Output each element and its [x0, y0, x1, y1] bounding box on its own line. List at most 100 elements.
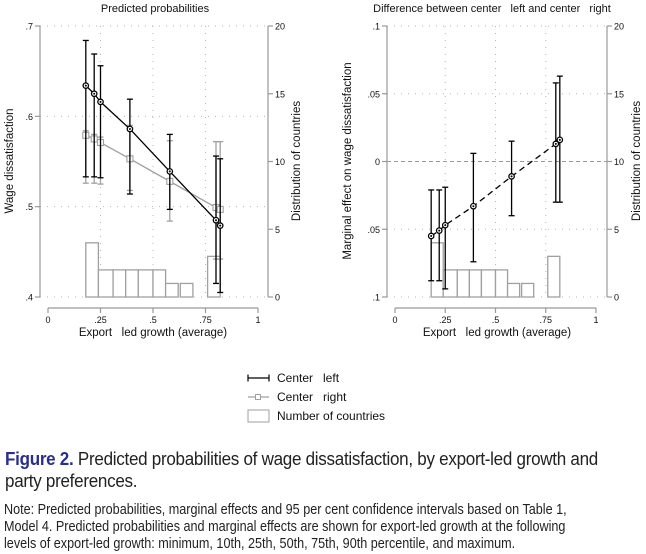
histogram-bar [430, 242, 444, 298]
x-tick-label: .5 [149, 315, 157, 325]
data-point-center [438, 229, 441, 232]
histogram-bar [85, 242, 100, 298]
left-gridlines [40, 25, 268, 298]
x-tick-label: 1 [255, 315, 260, 325]
right-gridlines [387, 25, 607, 298]
note-line3: levels of export-led growth: minimum, 10… [4, 536, 516, 552]
y2-tick-label: 20 [275, 22, 285, 32]
x-tick-label: .75 [199, 315, 212, 325]
left-y-axis: .4 .5 .6 .7 [25, 22, 41, 303]
data-point-center [554, 142, 557, 145]
series-line [85, 134, 221, 210]
caption-text-line1: Predicted probabilities of wage dissatis… [73, 448, 598, 469]
histogram-bar [506, 282, 521, 298]
legend-item-number-of-countries: Number of countries [247, 409, 385, 423]
x-tick-label: 0 [45, 315, 50, 325]
figure-number: Figure 2. [5, 448, 74, 469]
right-panel-x-axis: 0 .25 .5 .75 1 [392, 307, 599, 325]
figure-note: Note: Predicted probabilities, marginal … [4, 502, 613, 553]
left-histogram [85, 242, 221, 298]
y2-tick-label: 5 [275, 225, 280, 235]
histogram-bar [480, 269, 497, 298]
data-point-center [215, 219, 217, 222]
series-line [85, 85, 221, 227]
data-point-center [93, 92, 96, 95]
legend-label: Center left [277, 371, 340, 385]
histogram-bar [547, 255, 561, 298]
legend-item-center-left: Center left [247, 371, 340, 385]
right-panel-y-axis: .1 .05 0 .05 .1 [367, 22, 388, 303]
data-point-center [128, 127, 131, 130]
histogram-bar [468, 269, 483, 298]
histogram-bar [97, 269, 114, 298]
y2-tick-label: 15 [614, 89, 624, 99]
data-point-center [510, 175, 513, 178]
y-tick-label: .4 [25, 293, 33, 303]
data-point-center [444, 224, 447, 227]
figure-caption: Figure 2. Predicted probabilities of wag… [5, 448, 603, 492]
y2-tick-label: 0 [275, 293, 280, 303]
legend-label: Number of countries [277, 409, 385, 423]
data-point-center [430, 235, 433, 238]
y-tick-label: .05 [367, 89, 380, 99]
figure-panels: Predicted probabilities .4.5.6.7 0510152… [4, 3, 643, 423]
caption-text-line2: party preferences. [5, 470, 138, 491]
right-panel-y2-axis: 0 5 10 15 20 [606, 22, 624, 303]
x-tick-label: .25 [439, 315, 452, 325]
y-tick-label: 0 [375, 157, 380, 167]
note-line1: Note: Predicted probabilities, marginal … [4, 502, 567, 518]
series-center-left [82, 39, 224, 294]
x-tick-label: 1 [593, 315, 598, 325]
data-point-center [558, 138, 561, 141]
y2-tick-label: 10 [614, 157, 624, 167]
panel-right-title: Difference between center left and cente… [373, 3, 611, 15]
x-tick-label: 0 [392, 315, 397, 325]
histogram-bar [152, 269, 167, 298]
histogram-bar [164, 282, 179, 298]
y-tick-label: .7 [25, 22, 33, 32]
y-tick-label: .1 [372, 22, 380, 32]
left-x-axis-label: Export led growth (average) [79, 327, 227, 339]
right-histogram [430, 242, 561, 298]
y2-tick-label: 15 [275, 89, 285, 99]
x-tick-label: .25 [94, 315, 107, 325]
y-tick-label: .5 [25, 202, 33, 212]
histogram-bar [112, 269, 127, 298]
panel-left-title: Predicted probabilities [101, 3, 210, 15]
note-line2: Model 4. Predicted probabilities and mar… [4, 519, 566, 535]
legend: Center left Center right Number of count… [247, 371, 385, 423]
right-y2-axis-label: Distribution of countries [631, 101, 643, 221]
histogram-bar [456, 269, 471, 298]
y2-tick-label: 10 [275, 157, 285, 167]
data-point-center [472, 205, 475, 208]
data-point-center [168, 170, 171, 173]
histogram-bar [125, 269, 139, 298]
series-difference [427, 75, 564, 290]
left-y2-axis-label: Distribution of countries [291, 101, 303, 221]
left-y-axis-label: Wage dissatisfaction [4, 108, 16, 213]
panel-predicted-probabilities: Predicted probabilities .4.5.6.7 0510152… [4, 3, 303, 339]
y2-tick-label: 20 [614, 22, 624, 32]
right-y-axis-label: Marginal effect on wage dissatisfaction [342, 62, 354, 259]
y2-tick-label: 0 [614, 293, 619, 303]
x-tick-label: .75 [539, 315, 552, 325]
y-tick-label: .6 [25, 112, 33, 122]
legend-swatch-bar [247, 409, 270, 423]
legend-label: Center right [277, 390, 347, 404]
histogram-bar [179, 282, 194, 298]
data-point-center [84, 84, 87, 87]
y-tick-label: .1 [372, 293, 380, 303]
y-tick-label: .05 [367, 225, 380, 235]
left-x-axis: 0 .25 .5 .75 1 [45, 307, 261, 325]
right-x-axis-label: Export led growth (average) [423, 327, 571, 339]
legend-item-center-right: Center right [248, 390, 347, 404]
histogram-bar [137, 269, 154, 298]
histogram-bar [206, 255, 221, 298]
right-y-axis-left-panel: 0 5 10 15 20 [267, 22, 285, 303]
histogram-bar [494, 269, 509, 298]
y2-tick-label: 5 [614, 225, 619, 235]
data-point-center [99, 100, 102, 103]
panel-difference: Difference between center left and cente… [342, 3, 643, 339]
histogram-bar [520, 282, 535, 298]
x-tick-label: .5 [492, 315, 500, 325]
